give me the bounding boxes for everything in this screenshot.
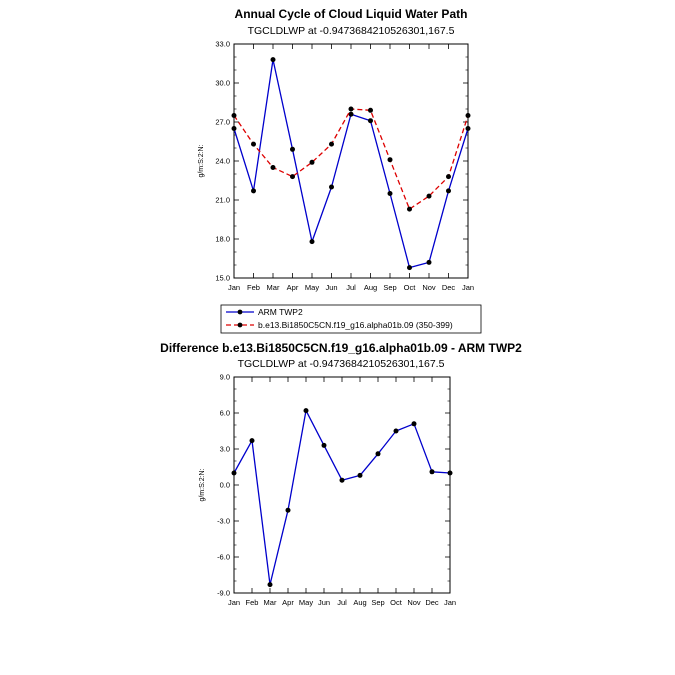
series-line [233,108,469,210]
x-tick-label: Jan [228,283,240,292]
x-tick-label: Aug [364,283,377,292]
plot-frame [233,43,469,279]
y-tick-label: -3.0 [217,517,230,526]
data-point [465,126,471,131]
data-point [465,113,471,118]
y-tick-label: 30.0 [215,79,230,88]
data-point [426,259,432,265]
y-tick-label: 0.0 [220,481,230,490]
x-tick-label: May [305,283,319,292]
data-point [290,146,295,152]
y-tick-label: 9.0 [220,373,230,382]
data-point [290,174,295,180]
data-point [270,57,276,63]
data-point [329,184,334,190]
panel-annual-cycle: Annual Cycle of Cloud Liquid Water Path … [198,7,474,292]
x-tick-label: Jan [228,598,240,607]
x-tick-label: Sep [371,598,384,607]
x-tick-label: Mar [264,598,277,607]
x-tick-label: Jan [462,283,474,292]
y-tick-label: 3.0 [220,445,230,454]
data-point [270,165,276,170]
data-point [387,157,393,163]
data-point [329,141,334,147]
panel-difference: Difference b.e13.Bi1850C5CN.f19_g16.alph… [160,341,522,607]
data-point [231,113,237,118]
y-tick-label: 15.0 [215,274,230,283]
data-point [321,442,327,448]
legend-marker-arm [237,309,243,315]
y-tick-label: 24.0 [215,157,230,166]
y-axis-label: g/m:S:2:N: [198,144,205,177]
x-tick-label: Dec [425,598,439,607]
legend-box [220,304,482,334]
y-tick-label: 33.0 [215,40,230,49]
x-tick-label: Feb [246,598,259,607]
chart-title-difference: Difference b.e13.Bi1850C5CN.f19_g16.alph… [160,341,522,355]
chart-subtitle: TGCLDLWP at -0.9473684210526301,167.5 [248,25,455,37]
x-tick-label: Dec [442,283,456,292]
data-point [429,469,435,475]
x-tick-label: Aug [353,598,366,607]
data-point [368,107,373,113]
data-point [309,239,315,245]
data-point [393,428,399,434]
chart-subtitle-difference: TGCLDLWP at -0.9473684210526301,167.5 [238,358,445,370]
data-point [251,188,256,194]
data-point [446,174,451,180]
x-tick-label: Jan [444,598,456,607]
x-tick-label: Jun [325,283,337,292]
data-point [231,470,237,476]
x-tick-label: Jun [318,598,330,607]
x-tick-label: Jul [346,283,356,292]
data-point [309,159,315,165]
x-tick-label: Mar [267,283,280,292]
data-point [303,408,309,414]
y-tick-label: -9.0 [217,589,230,598]
x-tick-label: Jul [337,598,347,607]
chart-title: Annual Cycle of Cloud Liquid Water Path [235,7,468,21]
x-tick-label: Nov [407,598,421,607]
data-point [339,477,345,483]
x-tick-label: Sep [383,283,396,292]
data-point [348,106,354,112]
data-point [426,193,432,199]
data-point [357,472,363,478]
x-tick-label: Apr [282,598,294,607]
data-point [387,191,393,196]
series-line [233,409,451,586]
data-point [447,470,453,476]
y-tick-label: 6.0 [220,409,230,418]
x-tick-label: May [299,598,313,607]
y-tick-label: 27.0 [215,118,230,127]
legend-label-arm: ARM TWP2 [258,307,303,317]
x-tick-label: Oct [390,598,403,607]
data-point [407,265,412,271]
data-point [285,507,291,513]
x-tick-label: Nov [422,283,436,292]
data-point [368,118,373,124]
data-point [411,421,417,427]
data-point [407,206,412,212]
data-point [251,141,256,147]
data-point [348,111,354,117]
y-tick-label: 21.0 [215,196,230,205]
data-point [446,188,451,194]
data-point [249,438,255,444]
legend-marker-model [237,322,243,328]
y-tick-label: 18.0 [215,235,230,244]
y-axis-label-difference: g/m:S:2:N: [199,468,206,501]
x-tick-label: Feb [247,283,260,292]
data-point [375,451,381,457]
data-point [267,582,273,588]
legend-label-model: b.e13.Bi1850C5CN.f19_g16.alpha01b.09 (35… [258,320,453,330]
x-tick-label: Oct [404,283,417,292]
data-point [231,126,237,131]
y-tick-label: -6.0 [217,553,230,562]
x-tick-label: Apr [287,283,299,292]
legend: ARM TWP2 b.e13.Bi1850C5CN.f19_g16.alpha0… [220,304,482,334]
